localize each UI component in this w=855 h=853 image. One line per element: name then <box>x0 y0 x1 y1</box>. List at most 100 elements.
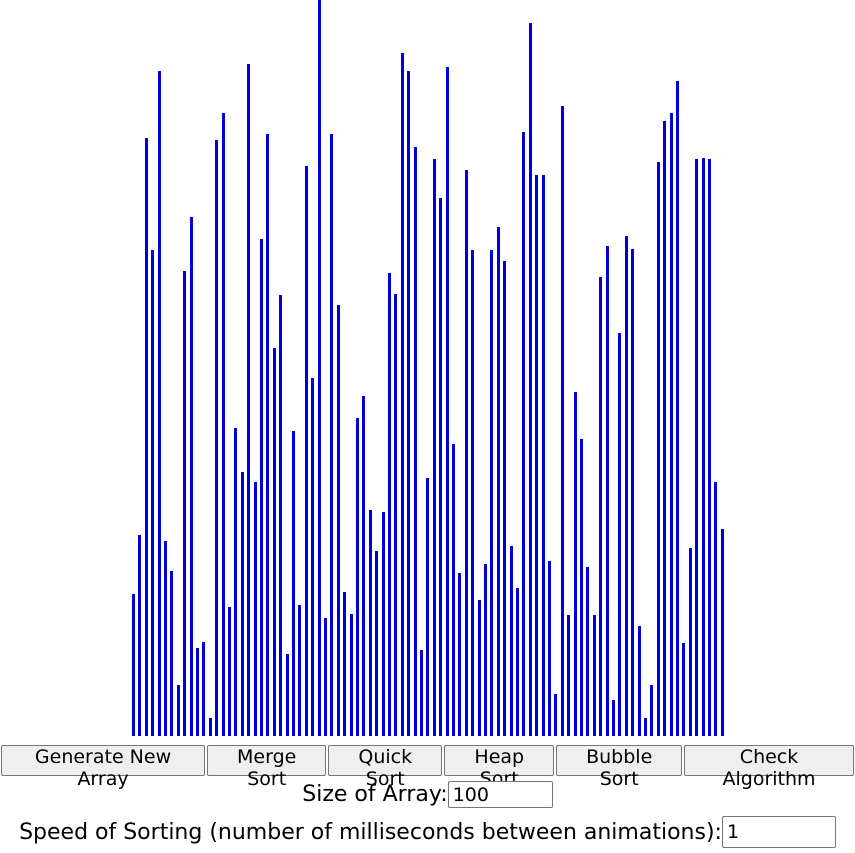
array-bar <box>272 348 276 736</box>
array-bar <box>388 273 391 736</box>
array-bar <box>516 588 519 736</box>
bubble-sort-button[interactable]: Bubble Sort <box>556 745 683 790</box>
array-bar <box>663 121 667 736</box>
array-bar <box>157 71 161 736</box>
array-bar <box>189 217 193 736</box>
array-bar <box>202 642 206 736</box>
array-bar <box>407 71 411 736</box>
array-bar <box>304 166 308 736</box>
array-bar <box>439 198 443 736</box>
array-bar <box>471 250 475 736</box>
array-bar <box>676 81 679 736</box>
size-input[interactable] <box>447 781 553 808</box>
array-bar <box>183 271 187 736</box>
array-bar <box>464 170 468 736</box>
array-bar <box>554 694 558 736</box>
array-bar <box>356 418 359 736</box>
array-bar <box>618 333 622 736</box>
array-bar <box>701 158 705 736</box>
array-bar <box>573 392 577 736</box>
array-bar <box>567 615 571 736</box>
array-bar <box>682 643 686 736</box>
array-bar <box>420 650 423 736</box>
array-bar <box>176 685 180 736</box>
array-bar <box>688 548 692 736</box>
array-bar <box>631 249 635 736</box>
array-bar <box>266 134 270 736</box>
array-bar <box>503 261 507 736</box>
array-bar <box>170 571 174 736</box>
array-bar <box>375 551 379 736</box>
array-bar <box>458 573 462 736</box>
array-bar <box>336 305 340 736</box>
array-bar <box>426 478 430 736</box>
array-bar <box>221 113 225 736</box>
array-bar <box>445 67 449 736</box>
array-bar <box>714 482 718 736</box>
array-bar <box>400 53 404 736</box>
array-bar <box>580 439 583 736</box>
array-bar <box>509 546 513 736</box>
array-bar <box>605 246 609 736</box>
array-bar <box>311 378 315 736</box>
array-bar <box>535 175 539 736</box>
heap-sort-button[interactable]: Heap Sort <box>444 745 555 790</box>
array-bar <box>330 134 334 736</box>
size-row: Size of Array: <box>0 781 855 808</box>
array-bar <box>637 626 641 736</box>
check-algorithm-button[interactable]: Check Algorithm <box>684 745 854 790</box>
array-bar <box>599 277 603 736</box>
speed-input[interactable] <box>721 816 836 848</box>
array-bar <box>208 718 212 736</box>
array-bar <box>592 615 596 736</box>
generate-new-array-button[interactable]: Generate New Array <box>1 745 206 790</box>
speed-label: Speed of Sorting (number of milliseconds… <box>19 819 722 845</box>
array-bar <box>522 132 526 736</box>
size-label: Size of Array: <box>302 782 448 807</box>
array-bar <box>196 648 199 736</box>
quick-sort-button[interactable]: Quick Sort <box>328 745 443 790</box>
array-bar <box>528 23 532 736</box>
array-bar <box>132 594 135 736</box>
array-bar <box>247 64 251 736</box>
array-bar <box>324 618 327 736</box>
array-bar <box>138 535 142 736</box>
array-bar <box>624 236 628 736</box>
array-bar <box>240 472 244 736</box>
array-bar <box>656 162 660 736</box>
array-bar <box>394 294 398 736</box>
array-bar <box>343 592 347 736</box>
array-bar <box>144 138 148 736</box>
array-bar <box>349 614 353 736</box>
array-bar <box>228 607 231 736</box>
array-bar <box>541 175 545 736</box>
merge-sort-button[interactable]: Merge Sort <box>207 745 327 790</box>
array-bar <box>644 718 647 736</box>
array-bar <box>560 106 564 736</box>
array-bar <box>708 159 711 736</box>
array-bar <box>285 654 289 736</box>
array-bars-container <box>132 0 724 736</box>
array-bar <box>490 250 494 736</box>
array-bar <box>234 428 238 736</box>
array-bar <box>695 159 699 736</box>
array-bar <box>669 113 673 736</box>
array-bar <box>586 567 590 736</box>
array-bar <box>279 295 283 736</box>
array-bar <box>292 431 295 736</box>
array-bar <box>151 250 155 736</box>
array-bar <box>317 0 321 736</box>
array-bar <box>253 482 257 736</box>
array-bar <box>496 227 500 736</box>
controls-toolbar: Generate New Array Merge Sort Quick Sort… <box>0 745 855 790</box>
array-bar <box>413 147 417 736</box>
array-bar <box>368 510 372 736</box>
array-bar <box>260 239 263 736</box>
array-bar <box>650 685 654 736</box>
speed-row: Speed of Sorting (number of milliseconds… <box>0 816 855 848</box>
array-bar <box>362 396 366 736</box>
array-bar <box>298 605 302 736</box>
array-bar <box>164 541 167 736</box>
array-bar <box>548 561 551 736</box>
array-bar <box>484 564 487 736</box>
